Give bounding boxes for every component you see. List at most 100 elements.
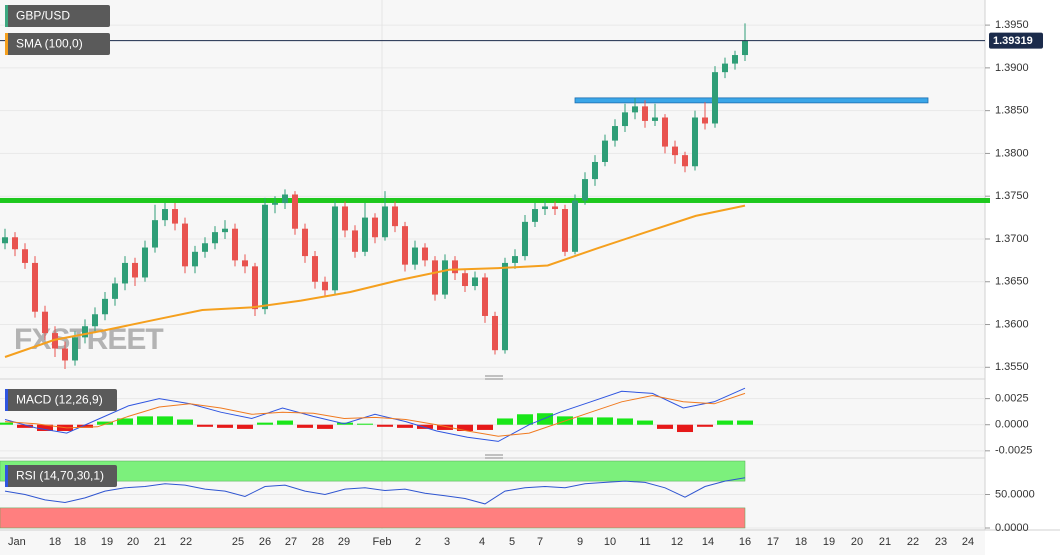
histogram-bar [397,424,413,428]
x-tick-label: 19 [101,536,113,548]
candle-body [282,194,288,204]
legend-stripe [5,389,8,411]
candle-body [122,262,128,284]
x-tick-label: 24 [962,536,974,548]
histogram-bar [677,424,693,433]
candle-body [372,217,378,238]
x-tick-label: 4 [479,536,485,548]
candle-body [62,348,68,361]
candle-body [112,283,118,299]
candle-body [682,155,688,167]
x-tick-label: 7 [537,536,543,548]
histogram-bar [297,424,313,428]
histogram-bar [137,416,153,425]
x-tick-label: 9 [577,536,583,548]
histogram-bar [177,419,193,425]
macd-line [4,387,746,442]
pane-handle[interactable] [485,375,503,380]
x-tick-label: 17 [767,536,779,548]
y-tick-label: 1.3600 [995,318,1029,330]
candle-body [732,55,738,64]
y-tick-label: 0.0025 [995,393,1029,405]
histogram-bar [597,417,613,425]
last-price-box [989,32,1043,49]
legend-box [5,5,110,27]
rsi-band [0,460,746,482]
candle-body [342,206,348,231]
y-tick-label: -0.0025 [995,445,1032,457]
histogram-bar [97,421,113,425]
x-tick-label: 19 [823,536,835,548]
y-tick-label: 1.3700 [995,233,1029,245]
candle-body [302,228,308,257]
histogram-bar [377,424,393,427]
histogram-bar [0,422,13,425]
macd-line [4,392,746,437]
candle-body [552,206,558,210]
candle-body [192,251,198,267]
candle-body [82,326,88,338]
candle-body [362,217,368,252]
x-tick-label: 26 [259,536,271,548]
candle-body [592,161,598,180]
legend-box [5,465,117,487]
x-tick-label: 21 [879,536,891,548]
x-tick-label: 18 [49,536,61,548]
candle-body [712,72,718,124]
histogram-bar [577,417,593,425]
candle-body [582,179,588,201]
x-tick-label: 12 [671,536,683,548]
sma-line [4,204,746,358]
x-tick-label: 23 [935,536,947,548]
candle-body [622,112,628,127]
y-tick-label: 1.3850 [995,105,1029,117]
x-tick-label: 3 [444,536,450,548]
candle-body [102,298,108,315]
legend-stripe [5,33,8,55]
y-tick-label: 1.3650 [995,276,1029,288]
legend-label: MACD (12,26,9) [16,393,103,407]
last-price-label: 1.39319 [993,35,1033,47]
histogram-bar [317,424,333,429]
candle-body [612,126,618,141]
candle-body [22,249,28,263]
histogram-bar [257,422,273,425]
candle-body [202,243,208,252]
legend-label: SMA (100,0) [16,37,83,51]
candle-body [742,40,748,56]
histogram-bar [37,424,53,431]
candle-body [72,337,78,361]
candle-body [252,266,258,310]
histogram-bar [17,424,33,428]
candle-body [672,146,678,156]
histogram-bar [537,413,553,425]
candle-body [12,237,18,250]
x-tick-label: 20 [127,536,139,548]
rsi-band [0,507,746,529]
candle-body [392,206,398,227]
pane-handle[interactable] [485,454,503,459]
candle-body [542,206,548,210]
rsi-line [4,477,746,505]
candle-body [332,206,338,291]
candle-body [562,209,568,252]
candle-body [692,117,698,167]
histogram-bar [237,424,253,429]
x-tick-label: 10 [604,536,616,548]
candle-body [702,117,708,124]
candle-body [652,117,658,121]
candle-body [512,256,518,263]
x-tick-label: 11 [639,536,650,548]
x-tick-label: 28 [312,536,324,548]
candle-body [92,314,98,327]
histogram-bar [197,424,213,427]
candle-body [502,262,508,351]
x-tick-label: 5 [509,536,515,548]
candle-body [262,204,268,310]
x-tick-label: 29 [338,536,350,548]
candle-body [572,200,578,252]
y-tick-label: 0.0000 [995,419,1029,431]
candle-body [152,220,158,248]
candle-body [642,106,648,121]
